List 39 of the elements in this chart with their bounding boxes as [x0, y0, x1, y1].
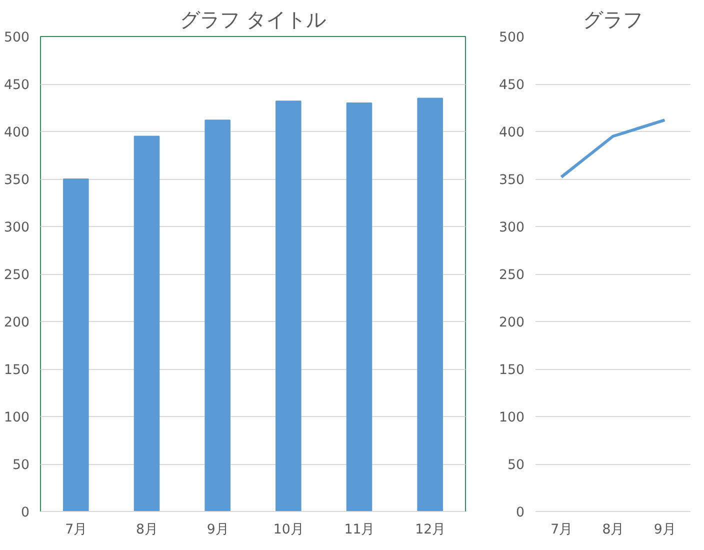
- x-tick-label: 9月: [206, 522, 228, 538]
- y-tick-label: 150: [499, 363, 525, 378]
- y-tick-label: 350: [4, 173, 30, 188]
- chart-title: グラフ タイトル: [180, 8, 326, 32]
- x-tick-label: 7月: [65, 522, 87, 538]
- bar: [134, 136, 160, 512]
- y-tick-label: 200: [4, 316, 30, 330]
- bar: [204, 120, 230, 512]
- bar: [346, 102, 372, 512]
- bar: [276, 100, 302, 512]
- y-tick-label: 50: [508, 458, 525, 473]
- y-tick-label: 100: [499, 410, 525, 426]
- y-tick-label: 300: [499, 220, 525, 236]
- y-tick-label: 500: [4, 30, 30, 46]
- y-tick-label: 0: [516, 506, 525, 520]
- y-tick-label: 0: [21, 506, 30, 520]
- y-tick-label: 250: [4, 268, 30, 283]
- y-tick-label: 400: [499, 126, 525, 140]
- y-tick-label: 50: [12, 458, 30, 473]
- x-tick-label: 10月: [273, 522, 304, 538]
- y-tick-label: 400: [4, 126, 30, 140]
- y-tick-label: 150: [4, 363, 30, 378]
- y-tick-label: 450: [499, 78, 525, 93]
- x-tick-label: 11月: [344, 522, 374, 538]
- x-tick-label: 7月: [550, 522, 572, 538]
- y-tick-label: 300: [4, 220, 30, 236]
- x-tick-label: 8月: [136, 522, 158, 538]
- y-tick-label: 250: [499, 268, 525, 283]
- y-tick-label: 450: [4, 78, 30, 93]
- y-tick-label: 500: [499, 30, 525, 46]
- x-tick-label: 8月: [602, 522, 624, 538]
- x-tick-label: 9月: [654, 522, 676, 538]
- chart-title: グラフ: [583, 8, 643, 32]
- y-tick-label: 200: [499, 316, 525, 330]
- bar: [63, 178, 89, 512]
- y-tick-label: 350: [499, 173, 525, 188]
- x-tick-label: 12月: [415, 522, 446, 538]
- bar: [417, 98, 443, 512]
- y-tick-label: 100: [4, 410, 30, 426]
